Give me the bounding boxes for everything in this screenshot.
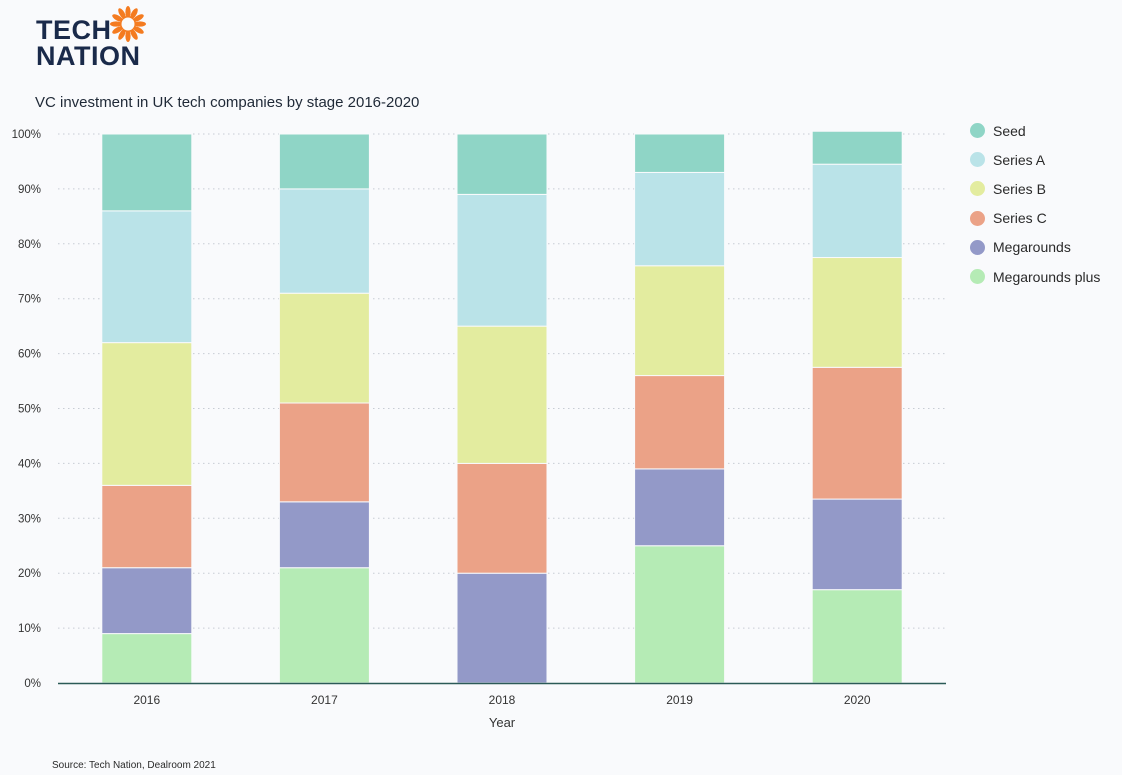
sun-ray [133,26,144,34]
bar-segment-seed[interactable] [278,133,370,190]
bar-segment-seed[interactable] [811,130,903,165]
sun-ray [134,21,146,27]
legend-item-series-a[interactable]: Series A [970,145,1100,174]
source-note: Source: Tech Nation, Dealroom 2021 [52,760,216,771]
x-tick-label: 2018 [489,693,516,707]
y-tick-label: 70% [18,294,41,306]
bar-segment-series-a[interactable] [101,210,193,344]
sun-ray [118,8,126,19]
legend-swatch [970,269,985,285]
bar-segment-series-b[interactable] [456,325,548,464]
sun-ray [133,14,144,22]
x-tick-label: 2017 [311,693,338,707]
x-tick-label: 2016 [133,693,160,707]
bar-segment-series-c[interactable] [101,484,193,569]
legend-swatch [970,210,985,226]
x-axis-label: Year [489,715,516,730]
logo-text-line2: NATION [36,41,141,71]
sun-ray [112,26,123,34]
sun-ray [118,29,126,40]
bar-segment-series-b[interactable] [101,342,193,486]
bar-segment-seed[interactable] [456,133,548,195]
y-tick-label: 100% [12,129,41,141]
bar-segment-series-c[interactable] [456,462,548,574]
logo-text-line1: TECH [36,15,112,45]
sun-ray [110,21,122,27]
legend-item-series-c[interactable]: Series C [970,204,1100,233]
sun-ray [112,14,123,22]
legend-label: Seed [993,122,1026,139]
sun-logo-icon [110,6,146,42]
sun-ray [130,8,138,19]
bar-segment-series-b[interactable] [634,265,726,377]
y-tick-label: 80% [18,239,41,251]
y-tick-label: 0% [24,678,41,690]
x-tick-label: 2020 [844,693,871,707]
y-tick-label: 10% [18,623,41,635]
bar-segment-megarounds[interactable] [634,468,726,547]
sun-ray [125,30,131,42]
legend-swatch [970,152,985,168]
bar-segment-megarounds-plus[interactable] [634,545,726,684]
legend-label: Megarounds plus [993,268,1101,285]
bar-segment-megarounds-plus[interactable] [811,589,903,684]
legend-item-megarounds[interactable]: Megarounds [970,233,1100,262]
bar-segment-series-c[interactable] [811,366,903,500]
bar-segment-megarounds[interactable] [278,501,370,569]
legend-label: Megarounds [993,239,1071,256]
bar-segment-series-c[interactable] [634,375,726,470]
bar-segment-seed[interactable] [634,133,726,173]
legend-label: Series C [993,210,1047,227]
bar-segment-series-a[interactable] [634,171,726,267]
bar-segment-seed[interactable] [101,133,193,212]
sun-ray [125,6,131,18]
legend-label: Series B [993,180,1046,197]
legend-label: Series A [993,151,1046,168]
bar-segment-megarounds[interactable] [811,498,903,591]
x-axis-ticks: 2016 2017 2018 2019 2020 [133,693,870,707]
chart-title: VC investment in UK tech companies by st… [35,94,420,111]
bar-segment-megarounds[interactable] [101,567,193,635]
legend-item-series-b[interactable]: Series B [970,174,1100,203]
bar-segment-series-c[interactable] [278,402,370,503]
y-tick-label: 30% [18,513,41,525]
y-tick-label: 60% [18,349,41,361]
chart-legend: Seed Series A Series B Series C Megarounds Me… [970,116,1100,291]
legend-item-seed[interactable]: Seed [970,116,1100,145]
y-tick-label: 50% [18,404,41,416]
y-axis-ticks: 0% 10% 20% 30% 40% 50% 60% 70% 80% 90% 100% [12,129,41,690]
legend-swatch [970,123,985,139]
bar-segment-megarounds[interactable] [456,572,548,684]
bar-segment-series-a[interactable] [811,163,903,259]
bar-segment-series-a[interactable] [278,188,370,294]
bar-segment-series-a[interactable] [456,193,548,327]
bar-segment-megarounds-plus[interactable] [278,567,370,684]
legend-swatch [970,181,985,197]
bar-segment-megarounds-plus[interactable] [101,633,193,684]
legend-item-megarounds-plus[interactable]: Megarounds plus [970,262,1100,291]
bar-segment-series-b[interactable] [811,257,903,368]
x-tick-label: 2019 [666,693,693,707]
sun-ray [130,29,138,40]
tech-nation-logo: TECH NATION [36,6,156,71]
y-tick-label: 40% [18,458,41,470]
grid-lines [58,133,946,629]
y-tick-label: 20% [18,568,41,580]
bars [101,130,903,684]
legend-swatch [970,239,985,255]
bar-segment-series-b[interactable] [278,292,370,404]
y-tick-label: 90% [18,184,41,196]
